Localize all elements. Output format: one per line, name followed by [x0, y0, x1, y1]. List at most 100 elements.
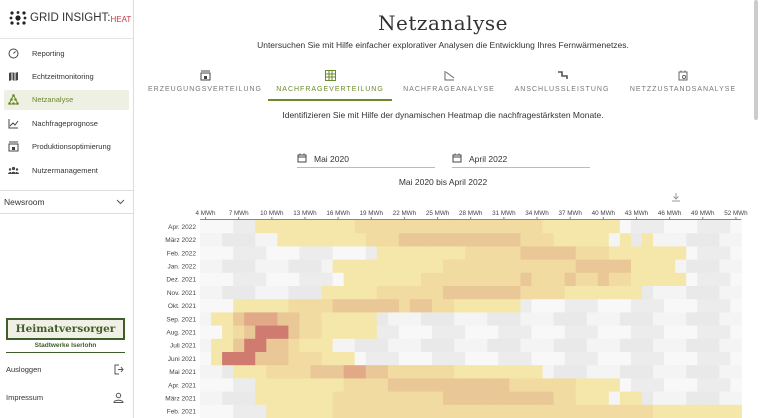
heatmap-cell: [708, 312, 720, 326]
heatmap-cell: [498, 338, 510, 353]
heatmap-cell: [586, 272, 599, 287]
sidebar-item-nachfrageprognose[interactable]: Nachfrageprognose: [4, 113, 129, 133]
download-icon[interactable]: [672, 193, 680, 202]
heatmap-cell: [619, 220, 632, 234]
heatmap-cell: [277, 352, 289, 366]
sidebar-item-echtzeitmonitoring[interactable]: Echtzeitmonitoring: [4, 66, 129, 86]
date-from-field[interactable]: Mai 2020: [297, 151, 435, 168]
divider: [0, 38, 133, 39]
heatmap-cell: [398, 272, 411, 287]
heatmap-cell: [575, 312, 588, 326]
tab-nachfrageanalyse[interactable]: NACHFRAGEANALYSE: [387, 70, 511, 101]
logout-button[interactable]: Ausloggen: [6, 364, 124, 375]
tab-netzzustandsanalyse[interactable]: NETZZUSTANDSANALYSE: [621, 70, 745, 101]
date-from-value: Mai 2020: [314, 154, 349, 164]
heatmap-cell: [255, 259, 267, 274]
heatmap-cell: [432, 391, 444, 406]
heatmap-cell: [310, 365, 322, 379]
heatmap-cell: [354, 404, 367, 418]
heatmap-cell: [233, 338, 245, 353]
heatmap-cell: [708, 220, 720, 234]
heatmap-cell: [664, 246, 676, 260]
heatmap-cell: [321, 286, 333, 300]
heatmap-cell: [332, 391, 345, 406]
heatmap-cell: [686, 365, 698, 379]
heatmap-cell: [509, 338, 521, 353]
heatmap-cell: [597, 312, 610, 326]
heatmap-cell: [332, 286, 345, 300]
heatmap-cell: [465, 391, 477, 406]
heatmap-cell: [476, 299, 488, 313]
heatmap-cell: [255, 325, 267, 340]
heatmap-cell: [708, 391, 720, 406]
heatmap-cell: [310, 391, 322, 406]
sidebar-item-label: Nachfrageprognose: [32, 118, 98, 128]
date-to-field[interactable]: April 2022: [452, 151, 590, 168]
heatmap-cell: [608, 404, 621, 418]
heatmap-cell: [553, 312, 566, 326]
heatmap-cell: [708, 338, 720, 353]
page-subtitle: Untersuchen Sie mit Hilfe einfacher expl…: [257, 40, 629, 50]
heatmap-cell: [266, 391, 278, 406]
heatmap-cell: [542, 286, 554, 300]
heatmap-cell: [244, 391, 256, 406]
heatmap-cell: [222, 378, 234, 392]
heatmap-cell: [244, 338, 256, 353]
brand-logo[interactable]: GRID INSIGHT: HEAT: [9, 11, 131, 25]
heatmap-cell: [332, 233, 345, 247]
tab-label: NACHFRAGEANALYSE: [403, 86, 495, 93]
heatmap-cell: [697, 338, 709, 353]
tab-nachfrageverteilung[interactable]: NACHFRAGEVERTEILUNG: [268, 70, 392, 101]
heatmap-cell: [343, 286, 356, 300]
heatmap-cell: [642, 391, 654, 406]
heatmap-cell: [719, 299, 731, 313]
main-content: Netzanalyse Untersuchen Sie mit Hilfe ei…: [134, 0, 760, 418]
heatmap-cell: [321, 312, 333, 326]
heatmap-cell: [233, 378, 245, 392]
heatmap-cell: [642, 220, 654, 234]
heatmap-cell: [387, 259, 400, 274]
heatmap-cell: [719, 220, 731, 234]
heatmap-cell: [664, 378, 676, 392]
heatmap-cell: [354, 259, 367, 274]
heatmap-cell: [310, 286, 322, 300]
sidebar-item-label: Echtzeitmonitoring: [32, 71, 94, 81]
heatmap-cell: [564, 325, 577, 340]
heatmap-cell: [387, 352, 400, 366]
heatmap-cell: [509, 325, 521, 340]
heatmap-cell: [454, 286, 466, 300]
network-icon: [4, 94, 32, 106]
heatmap-cell: [730, 352, 742, 366]
newsroom-dropdown[interactable]: Newsroom: [0, 190, 133, 214]
heatmap-cell: [675, 365, 687, 379]
tab-erzeugungsverteilung[interactable]: ERZEUGUNGSVERTEILUNG: [143, 70, 267, 101]
heatmap-cell: [387, 365, 400, 379]
heatmap-cell: [697, 378, 709, 392]
heatmap-cell: [630, 286, 643, 300]
calendar-search-icon: [621, 70, 745, 83]
heatmap-cell: [686, 378, 698, 392]
heatmap-cell: [332, 365, 345, 379]
heatmap-cell: [222, 272, 234, 287]
heatmap-cell: [520, 325, 532, 340]
sidebar-item-netzanalyse[interactable]: Netzanalyse: [4, 89, 129, 110]
factory-icon: [4, 141, 32, 152]
heatmap-cell: [520, 299, 532, 313]
heatmap-cell: [630, 352, 643, 366]
sidebar-item-produktionsoptimierung[interactable]: Produktionsoptimierung: [4, 137, 129, 157]
heatmap-cell: [520, 391, 532, 406]
heatmap-cell: [255, 312, 267, 326]
heatmap-cell: [564, 378, 577, 392]
tab-anschlussleistung[interactable]: ANSCHLUSSLEISTUNG: [500, 70, 624, 101]
sidebar-item-reporting[interactable]: Reporting: [4, 43, 129, 63]
heatmap-cell: [288, 233, 300, 247]
chart-title: Mai 2020 bis April 2022: [398, 177, 488, 187]
scrollbar[interactable]: [754, 0, 758, 120]
y-tick-label: Dez. 2021: [166, 277, 196, 284]
heatmap-cell: [553, 286, 566, 300]
sidebar-item-nutzermanagement[interactable]: Nutzermanagement: [4, 160, 129, 180]
heatmap-cell: [498, 365, 510, 379]
heatmap-cell: [664, 272, 676, 287]
imprint-link[interactable]: Impressum: [6, 392, 124, 403]
heatmap-cell: [343, 365, 356, 379]
